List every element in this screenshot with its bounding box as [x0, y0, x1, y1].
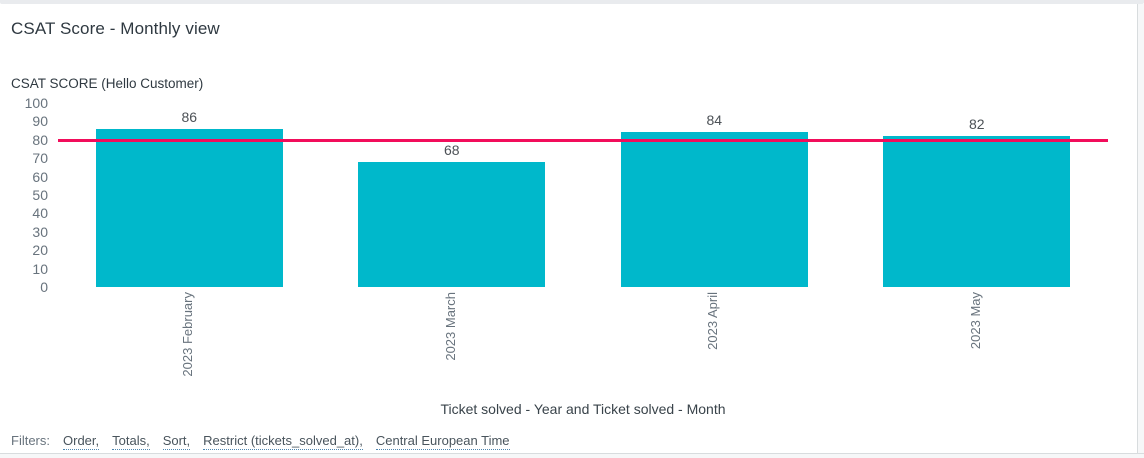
y-axis-tick-label: 0: [40, 279, 48, 295]
y-axis-tick-label: 80: [32, 131, 48, 148]
y-axis-tick-label: 40: [32, 205, 48, 222]
card-bottom-edge: [0, 453, 1144, 458]
y-axis-tick-label: 20: [32, 242, 48, 259]
page-title: CSAT Score - Monthly view: [11, 19, 220, 38]
y-axis-tick-label: 70: [32, 150, 48, 167]
bar-value-label: 86: [181, 108, 198, 125]
bar-value-label: 68: [443, 141, 460, 158]
x-axis-title: Ticket solved - Year and Ticket solved -…: [440, 401, 726, 417]
scrollbar-gutter[interactable]: [1137, 4, 1144, 453]
y-axis-tick-label: 60: [32, 168, 48, 185]
card-top-edge: [0, 0, 1144, 4]
filters-bar: Filters: Order, Totals, Sort, Restrict (tick…: [11, 433, 1121, 450]
filter-totals[interactable]: Totals,: [112, 433, 150, 450]
filter-timezone[interactable]: Central European Time: [375, 433, 510, 450]
y-axis-tick-label: 10: [32, 260, 48, 277]
bar-value-label: 82: [968, 116, 985, 133]
bar[interactable]: [95, 128, 283, 287]
x-axis-label: 2023 March: [442, 292, 458, 361]
filter-restrict-tickets-solved-at[interactable]: Restrict (tickets_solved_at),: [203, 433, 363, 450]
x-axis-label: 2023 May: [967, 292, 983, 350]
filter-order[interactable]: Order,: [63, 433, 100, 450]
y-axis-tick-label: 90: [32, 113, 48, 130]
y-axis-tick-label: 30: [32, 223, 48, 240]
x-axis-label: 2023 February: [180, 292, 196, 377]
y-axis-tick-label: 50: [32, 187, 48, 203]
bar[interactable]: [620, 132, 808, 287]
bar[interactable]: [358, 161, 546, 287]
bar-value-label: 84: [706, 112, 723, 129]
filter-sort[interactable]: Sort,: [162, 433, 191, 450]
chart-title: CSAT SCORE (Hello Customer): [11, 76, 204, 91]
y-axis-tick-label: 100: [24, 95, 48, 111]
reference-line: [58, 138, 1108, 142]
bar[interactable]: [883, 136, 1071, 287]
filters-label: Filters:: [11, 433, 50, 448]
x-axis-label: 2023 April: [705, 292, 721, 350]
